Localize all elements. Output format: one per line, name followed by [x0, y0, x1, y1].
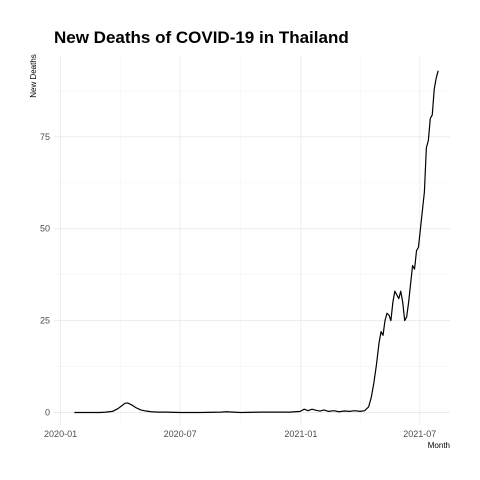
minor-gridlines [54, 56, 450, 425]
x-tick-label: 2021-01 [284, 429, 317, 439]
x-tick-label: 2021-07 [403, 429, 436, 439]
major-gridlines [54, 56, 450, 425]
chart-title: New Deaths of COVID-19 in Thailand [54, 28, 349, 47]
y-tick-label: 75 [40, 132, 50, 142]
y-axis-title: New Deaths [29, 54, 38, 98]
y-tick-label: 0 [45, 408, 50, 418]
y-axis-ticks: 0 25 50 75 [40, 132, 50, 418]
x-tick-label: 2020-07 [164, 429, 197, 439]
y-tick-label: 50 [40, 224, 50, 234]
new-deaths-line [74, 70, 439, 414]
y-tick-label: 25 [40, 316, 50, 326]
x-tick-label: 2020-01 [44, 429, 77, 439]
x-axis-ticks: 2020-01 2020-07 2021-01 2021-07 [44, 429, 436, 439]
x-axis-title: Month [428, 441, 450, 450]
